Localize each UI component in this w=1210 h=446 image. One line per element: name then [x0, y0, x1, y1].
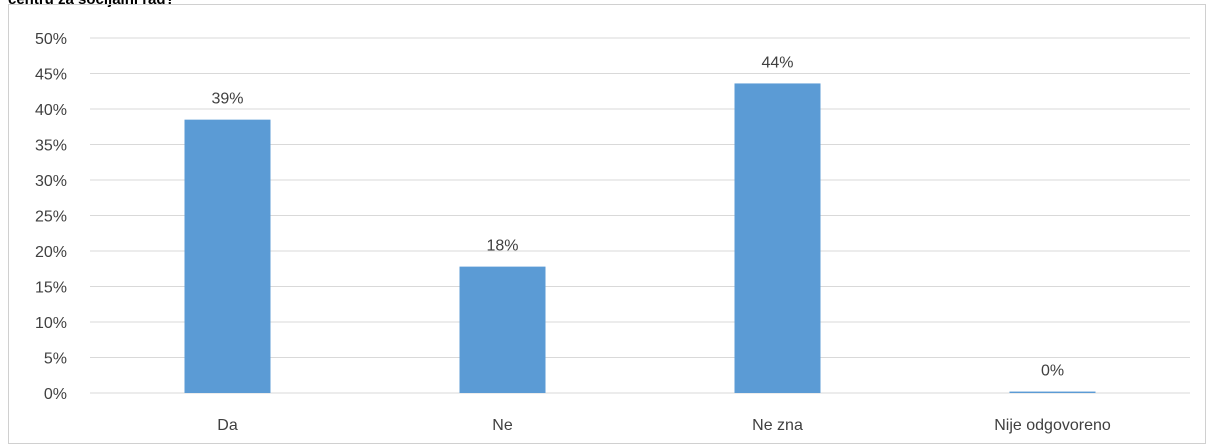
y-tick-label: 10%	[35, 315, 67, 332]
x-category-label: Nije odgovoreno	[994, 417, 1111, 434]
y-tick-label: 40%	[35, 102, 67, 119]
x-category-label: Ne zna	[752, 417, 803, 434]
y-tick-label: 15%	[35, 280, 67, 297]
data-label: 39%	[211, 91, 243, 108]
x-category-label: Da	[217, 417, 238, 434]
y-tick-label: 5%	[44, 351, 67, 368]
bar	[734, 83, 821, 393]
data-label: 0%	[1041, 363, 1064, 380]
data-labels: 39% 18% 44% 0%	[211, 54, 1064, 379]
y-tick-label: 30%	[35, 173, 67, 190]
y-tick-label: 35%	[35, 138, 67, 155]
bar	[459, 266, 546, 393]
y-tick-label: 25%	[35, 209, 67, 226]
chart-frame	[8, 4, 1206, 444]
y-tick-label: 0%	[44, 386, 67, 403]
y-tick-label: 45%	[35, 67, 67, 84]
y-tick-label: 50%	[35, 31, 67, 48]
data-label: 44%	[761, 54, 793, 71]
y-axis-labels: 0% 5% 10% 15% 20% 25% 30% 35% 40% 45% 50%	[35, 31, 67, 403]
data-label: 18%	[486, 238, 518, 255]
bars	[184, 83, 1096, 394]
bar	[1009, 391, 1096, 393]
gridlines	[90, 37, 1190, 394]
x-axis-labels: Da Ne Ne zna Nije odgovoreno	[217, 417, 1111, 434]
bar	[184, 119, 271, 394]
y-tick-label: 20%	[35, 244, 67, 261]
x-category-label: Ne	[492, 417, 513, 434]
